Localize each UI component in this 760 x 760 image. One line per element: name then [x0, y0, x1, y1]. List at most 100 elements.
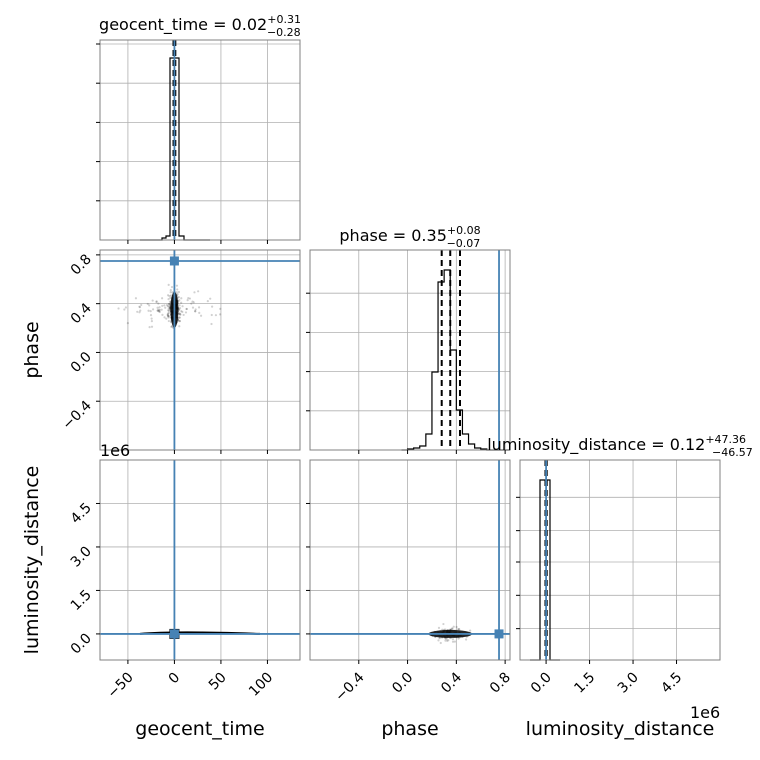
scatter-point [134, 297, 138, 300]
scatter-point [437, 639, 440, 642]
scatter-point [194, 308, 197, 311]
scatter-point [167, 283, 170, 286]
scatter-point [175, 284, 179, 287]
scatter-point [156, 306, 159, 309]
scatter-point [169, 291, 172, 294]
scatter-point [166, 314, 170, 317]
scatter-point [446, 639, 449, 642]
scatter-point [451, 638, 455, 641]
x-tick-label-luminosity_distance: 1.5 [571, 670, 598, 697]
scatter-point [457, 637, 460, 640]
scatter-point [178, 313, 182, 316]
panel-frame-0-0 [99, 39, 301, 241]
y-tick-label-phase: 0.4 [68, 300, 95, 327]
scatter-point [457, 627, 461, 631]
scatter-point [168, 302, 171, 306]
scatter-point [194, 310, 197, 313]
scatter-point [167, 319, 170, 323]
scatter-point [150, 317, 153, 320]
scatter-point [214, 314, 218, 317]
scatter-point [165, 303, 169, 307]
panel-frame-1-0 [99, 249, 301, 451]
scatter-point [139, 309, 142, 312]
scatter-point [147, 309, 150, 312]
title-name: luminosity_distance [487, 435, 646, 455]
truth-marker [169, 256, 179, 266]
title-name: phase [339, 226, 387, 245]
scatter-point [447, 639, 450, 642]
panel-frame-2-2 [519, 459, 721, 661]
scatter-point [176, 293, 179, 296]
title-median: 0.12 [670, 435, 706, 454]
title-plus: +0.31 [267, 13, 301, 26]
scatter-point [197, 290, 200, 293]
scatter-point [167, 305, 170, 308]
scatter-point [138, 311, 141, 314]
scatter-point [166, 314, 169, 317]
y-axis-label-phase: phase [21, 321, 43, 378]
scatter-point [184, 311, 188, 314]
scatter-point [155, 300, 158, 304]
scatter-point [181, 305, 184, 308]
title-minus: −0.07 [447, 237, 481, 250]
scatter-point [124, 306, 128, 309]
y-tick-label-luminosity_distance: 3.0 [68, 543, 95, 570]
scatter-point [166, 294, 170, 297]
scatter-point [452, 625, 455, 628]
y-tick-label-luminosity_distance: 1.5 [68, 587, 95, 614]
scatter-point [469, 629, 472, 632]
scatter-point [187, 297, 190, 300]
panel-title-geocent_time: geocent_time = 0.02+0.31 −0.28 [99, 13, 301, 39]
scatter-point [437, 626, 441, 629]
scatter-point [169, 294, 173, 297]
scatter-point [439, 641, 442, 645]
scatter-point [194, 310, 197, 313]
scatter-point [156, 309, 160, 313]
scatter-point [161, 297, 164, 300]
scatter-point [170, 325, 173, 328]
scatter-point [167, 316, 170, 319]
scatter-point [177, 319, 180, 322]
y-tick-label-phase: 0.8 [68, 251, 95, 278]
scatter-point [192, 301, 195, 304]
scatter-point [453, 640, 456, 643]
title-median: 0.35 [411, 226, 447, 245]
scatter-point [157, 310, 161, 313]
scatter-point [138, 305, 141, 308]
scatter-point [206, 299, 209, 303]
truth-marker [494, 629, 504, 639]
x-tick-label-phase: −0.4 [332, 669, 367, 704]
scatter-point [186, 299, 189, 302]
scatter-point [160, 308, 163, 311]
scatter-point [442, 622, 445, 626]
x-tick-label-geocent_time: 0 [166, 670, 184, 688]
scatter-point [188, 297, 192, 300]
scatter-point [191, 306, 195, 309]
scatter-point [180, 297, 183, 300]
scatter-point [156, 309, 159, 312]
title-minus: −0.28 [267, 26, 301, 39]
scatter-point [140, 303, 143, 307]
scatter-point [178, 312, 181, 315]
panel-title-phase: phase = 0.35+0.08 −0.07 [339, 224, 480, 250]
scatter-point [210, 313, 213, 317]
scatter-point [158, 306, 161, 309]
scatter-point [151, 308, 155, 311]
scatter-point [166, 313, 169, 316]
x-tick-label-phase: 0.4 [438, 669, 465, 696]
scatter-point [185, 307, 188, 311]
scatter-point [219, 307, 222, 310]
scatter-point [178, 319, 181, 323]
title-equals: = [646, 435, 670, 454]
scatter-point [456, 628, 460, 631]
scatter-point [148, 304, 151, 307]
scatter-point [199, 314, 203, 317]
scatter-point [158, 310, 161, 314]
title-equals: = [388, 226, 412, 245]
scatter-point [178, 299, 181, 302]
scatter-point [158, 309, 161, 312]
y-tick-label-phase: −0.4 [59, 398, 94, 433]
scatter-point [166, 312, 170, 315]
y-tick-label-luminosity_distance: 4.5 [68, 500, 95, 527]
